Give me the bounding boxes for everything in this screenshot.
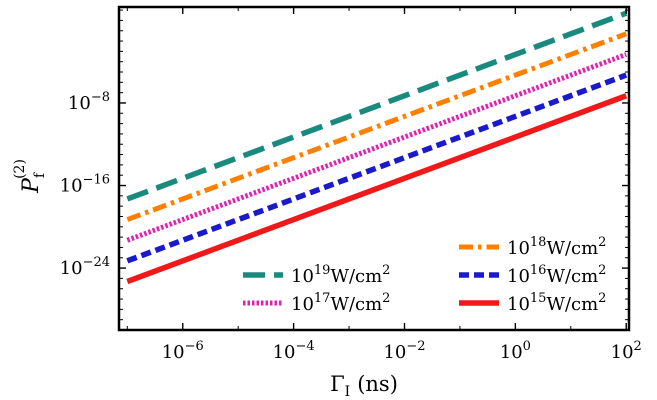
x-tick-label: 10−4 [273, 339, 315, 363]
series-line-19 [126, 10, 628, 202]
x-tick-label: 10−2 [383, 339, 425, 363]
series-line-18 [126, 31, 628, 222]
x-tick-label: 100 [500, 339, 531, 363]
svg-text:Pf(2): Pf(2) [12, 159, 48, 194]
series-line-15 [126, 93, 628, 285]
series-line-17 [126, 52, 628, 243]
legend-label-18: 1018W/cm2 [507, 235, 606, 259]
plot-frame [117, 5, 631, 332]
legend-label-15: 1015W/cm2 [507, 291, 606, 315]
x-tick-label: 102 [611, 339, 642, 363]
legend: 1018W/cm2 1019W/cm2 1016W/cm2 1017W/cm2 1015… [243, 235, 606, 315]
legend-label-19: 1019W/cm2 [291, 263, 390, 287]
series-line-16 [126, 72, 628, 264]
y-axis-label: Pf(2) [12, 159, 48, 194]
series-layer [126, 10, 628, 285]
y-tick-label: 10−24 [60, 255, 110, 279]
x-tick-label: 10−6 [162, 339, 204, 363]
y-tick-label: 10−16 [60, 173, 110, 197]
y-tick-label: 10−8 [68, 90, 110, 114]
legend-label-16: 1016W/cm2 [507, 263, 606, 287]
ticks-layer: 10−6 10−4 10−2 100 102 10−8 10−16 10−24 [60, 7, 642, 363]
legend-label-17: 1017W/cm2 [291, 291, 390, 315]
x-axis-label: ΓI (ns) [330, 372, 398, 400]
